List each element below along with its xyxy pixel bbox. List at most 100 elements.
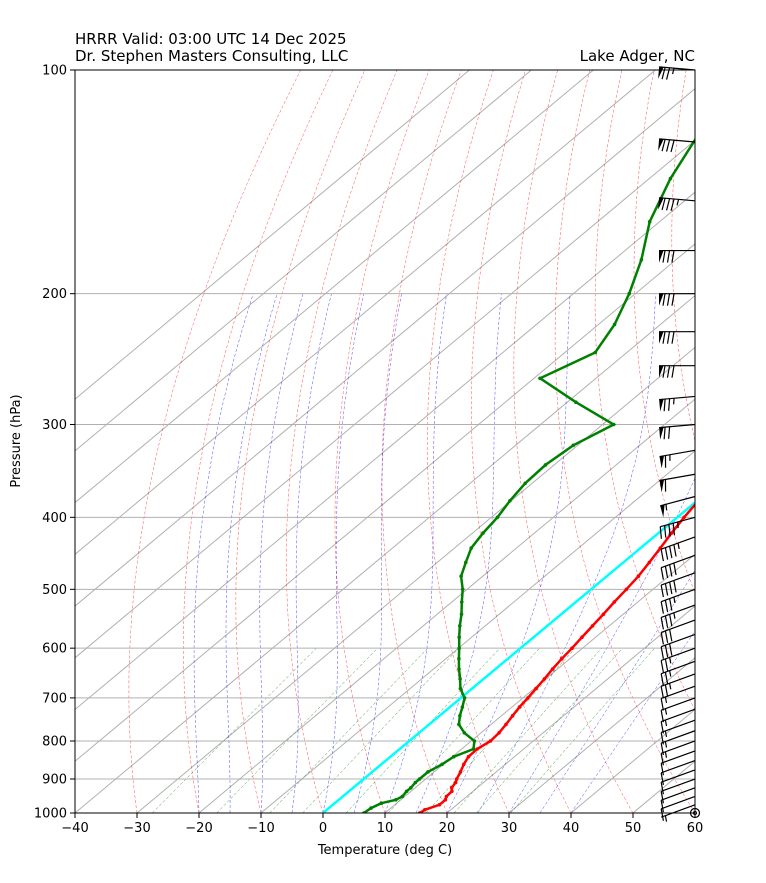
- wind-barb-full: [659, 526, 662, 539]
- dewpoint-point: [457, 667, 461, 671]
- wind-barb-full: [660, 763, 664, 776]
- wind-barb-half: [669, 670, 672, 677]
- temperature-point: [542, 677, 547, 681]
- temperature-point: [454, 777, 459, 781]
- wind-barb-flag: [659, 479, 664, 493]
- temperature-point: [450, 789, 454, 794]
- wind-barb-full: [669, 614, 673, 627]
- wind-barb-staff: [660, 759, 696, 774]
- x-tick-label: 60: [687, 821, 704, 836]
- dewpoint-point: [459, 574, 463, 578]
- wind-barb-staff: [660, 619, 696, 633]
- wind-barb-full: [660, 660, 664, 673]
- wind-barb-full: [671, 293, 675, 306]
- isotherm-line: [632, 760, 695, 813]
- dewpoint-point: [523, 481, 527, 486]
- wind-barb-staff: [660, 708, 696, 723]
- temperature-point: [534, 686, 538, 691]
- sounding-profiles: [322, 137, 695, 813]
- temperature-point: [497, 731, 501, 735]
- temperature-point: [423, 808, 427, 812]
- wind-barb-staff: [660, 740, 696, 754]
- dewpoint-point: [457, 646, 462, 650]
- wind-barb-flag: [659, 250, 664, 263]
- wind-barb-flag: [660, 504, 665, 518]
- dewpoint-point: [481, 531, 485, 535]
- wind-barb-staff: [660, 633, 696, 648]
- wind-barb-full: [669, 546, 673, 559]
- wind-barbs: [658, 66, 701, 822]
- wind-barb-full: [660, 686, 664, 699]
- wind-barb-full: [671, 331, 675, 344]
- wind-barb-full: [665, 198, 671, 211]
- wind-barb-full: [666, 250, 671, 263]
- wind-barb-full: [660, 710, 664, 723]
- wind-barb-full: [673, 580, 677, 593]
- dry-adiabat-line: [381, 70, 462, 813]
- wind-barb-flag: [659, 331, 664, 344]
- wind-barb-staff: [660, 647, 696, 662]
- moist-adiabat-line: [259, 293, 304, 813]
- wind-barb-full: [669, 598, 673, 611]
- wind-barb-staff: [660, 730, 696, 744]
- wind-barb-flag: [659, 427, 664, 440]
- background-lines: [75, 70, 695, 813]
- temperature-point: [612, 600, 617, 604]
- temperature-point: [458, 770, 463, 774]
- x-tick-label: 10: [377, 821, 394, 836]
- dewpoint-point: [460, 705, 465, 709]
- dewpoint-point: [647, 219, 652, 224]
- isotherm-line: [198, 398, 695, 813]
- isotherm-line: [136, 346, 695, 813]
- dewpoint-point: [472, 739, 477, 743]
- wind-barb-staff: [660, 697, 696, 711]
- dewpoint-point: [459, 612, 464, 616]
- wind-barb-full: [664, 645, 669, 658]
- temperature-point: [550, 667, 555, 671]
- wind-barb-full: [668, 524, 671, 537]
- dewpoint-profile-line: [363, 137, 695, 813]
- wind-barb-full: [670, 198, 675, 211]
- dewpoint-point: [508, 499, 512, 503]
- wind-barb-full: [660, 584, 664, 598]
- moist-adiabat-line: [193, 293, 254, 813]
- dewpoint-point: [404, 789, 409, 794]
- wind-barb-half: [664, 730, 668, 738]
- mixing-ratio-line: [345, 648, 501, 813]
- wind-barb-full: [664, 599, 669, 613]
- wind-barb-full: [660, 742, 664, 756]
- wind-barb-staff: [660, 787, 696, 801]
- wind-barb-flag: [659, 455, 664, 469]
- dewpoint-point: [464, 560, 468, 565]
- wind-barb-staff: [660, 778, 696, 792]
- temperature-point: [475, 747, 480, 751]
- dewpoint-point: [593, 350, 597, 355]
- mixing-ratio-line: [152, 648, 317, 813]
- x-tick-label: −40: [61, 821, 88, 836]
- dewpoint-point: [426, 770, 431, 774]
- wind-barb-full: [661, 198, 666, 211]
- x-tick-label: 40: [563, 821, 580, 836]
- wind-barb-full: [663, 398, 666, 412]
- wind-barb-half: [673, 612, 676, 619]
- temperature-point: [526, 696, 530, 700]
- dewpoint-point: [571, 443, 576, 448]
- dewpoint-point: [394, 798, 398, 802]
- temperature-point: [517, 705, 522, 709]
- wind-barb-staff: [660, 750, 696, 764]
- wind-barb-full: [660, 632, 664, 645]
- chart-title-location: Lake Adger, NC: [580, 47, 695, 65]
- isotherm-line: [260, 450, 695, 813]
- dewpoint-point: [458, 714, 462, 718]
- temperature-point: [437, 803, 442, 807]
- isotherm-line: [75, 294, 695, 813]
- isotherm-line: [75, 70, 470, 400]
- wind-barb-full: [664, 583, 669, 596]
- wind-barb-half: [669, 683, 672, 690]
- dewpoint-point: [440, 762, 444, 767]
- wind-barb-full: [660, 673, 664, 686]
- wind-barb-full: [662, 331, 666, 344]
- wind-barb-half: [664, 751, 668, 758]
- wind-barb-full: [662, 365, 666, 378]
- wind-barb-staff: [660, 604, 696, 618]
